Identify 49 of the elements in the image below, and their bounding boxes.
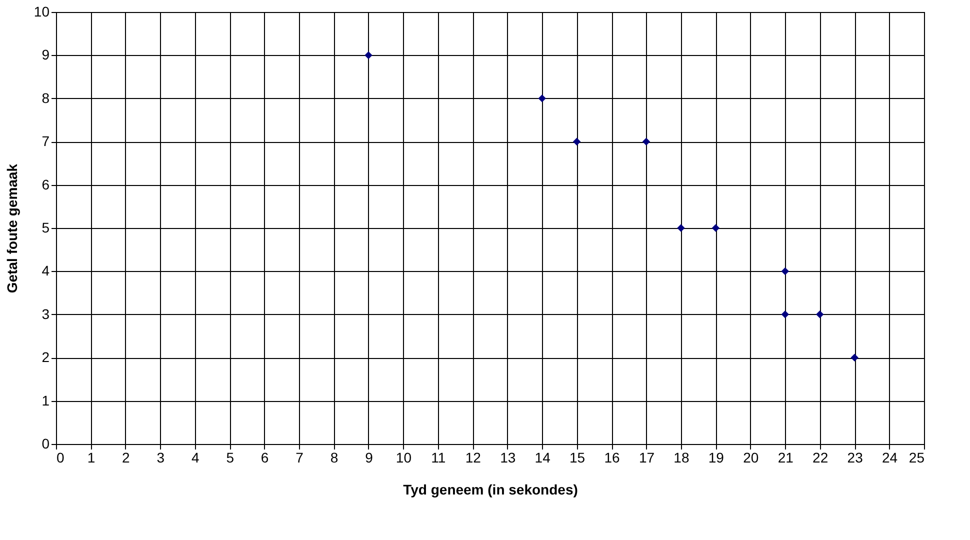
- x-tick-label: 12: [465, 450, 482, 466]
- x-tick-label: 16: [604, 450, 620, 466]
- x-tick-label: 18: [674, 450, 690, 466]
- point: [781, 310, 789, 318]
- y-tick-label: 10: [34, 4, 50, 20]
- x-tick-label: 25: [908, 450, 925, 466]
- x-tick-label: 20: [743, 450, 759, 466]
- point: [572, 138, 581, 146]
- x-tick-label: 5: [226, 450, 234, 466]
- x-tick-label: 0: [56, 450, 64, 466]
- y-tick-label: 4: [42, 262, 50, 279]
- y-tick-label: 3: [42, 306, 50, 322]
- x-tick-label: 17: [638, 450, 655, 466]
- x-tick-label: 2: [122, 450, 130, 466]
- x-tick-label: 23: [847, 450, 864, 466]
- point: [816, 310, 824, 318]
- point: [677, 224, 685, 232]
- y-tick-label: 6: [42, 176, 50, 192]
- x-tick-label: 7: [296, 450, 304, 466]
- y-tick-label: 0: [42, 436, 50, 452]
- x-tick-label: 1: [87, 450, 96, 466]
- y-tick-label: 9: [42, 46, 50, 63]
- y-tick-label: 7: [42, 133, 50, 150]
- y-tick-label: 5: [42, 220, 50, 236]
- point: [538, 94, 546, 102]
- y-tick-label: 2: [42, 349, 50, 366]
- x-tick-label: 9: [365, 450, 374, 466]
- x-tick-label: 6: [260, 450, 269, 466]
- x-tick-label: 19: [708, 450, 724, 466]
- x-tick-label: 4: [191, 450, 200, 466]
- y-axis-title: Getal foute gemaak: [4, 164, 20, 294]
- y-tick-label: 1: [42, 392, 50, 408]
- x-tick-label: 11: [431, 450, 446, 466]
- x-tick-label: 22: [812, 450, 828, 466]
- x-tick-label: 10: [396, 450, 412, 466]
- point: [781, 267, 789, 276]
- point: [642, 138, 650, 146]
- point: [712, 224, 720, 232]
- point: [364, 51, 372, 60]
- x-tick-label: 8: [330, 450, 338, 466]
- point: [850, 354, 858, 362]
- y-tick-label: 8: [42, 90, 50, 106]
- x-tick-label: 13: [500, 450, 516, 466]
- x-tick-label: 15: [570, 450, 586, 466]
- x-tick-label: 24: [882, 450, 898, 466]
- x-tick-label: 21: [778, 450, 794, 466]
- x-tick-label: 3: [156, 450, 165, 466]
- x-tick-label: 14: [534, 450, 551, 466]
- x-axis-title: Tyd geneem (in sekondes): [403, 482, 578, 498]
